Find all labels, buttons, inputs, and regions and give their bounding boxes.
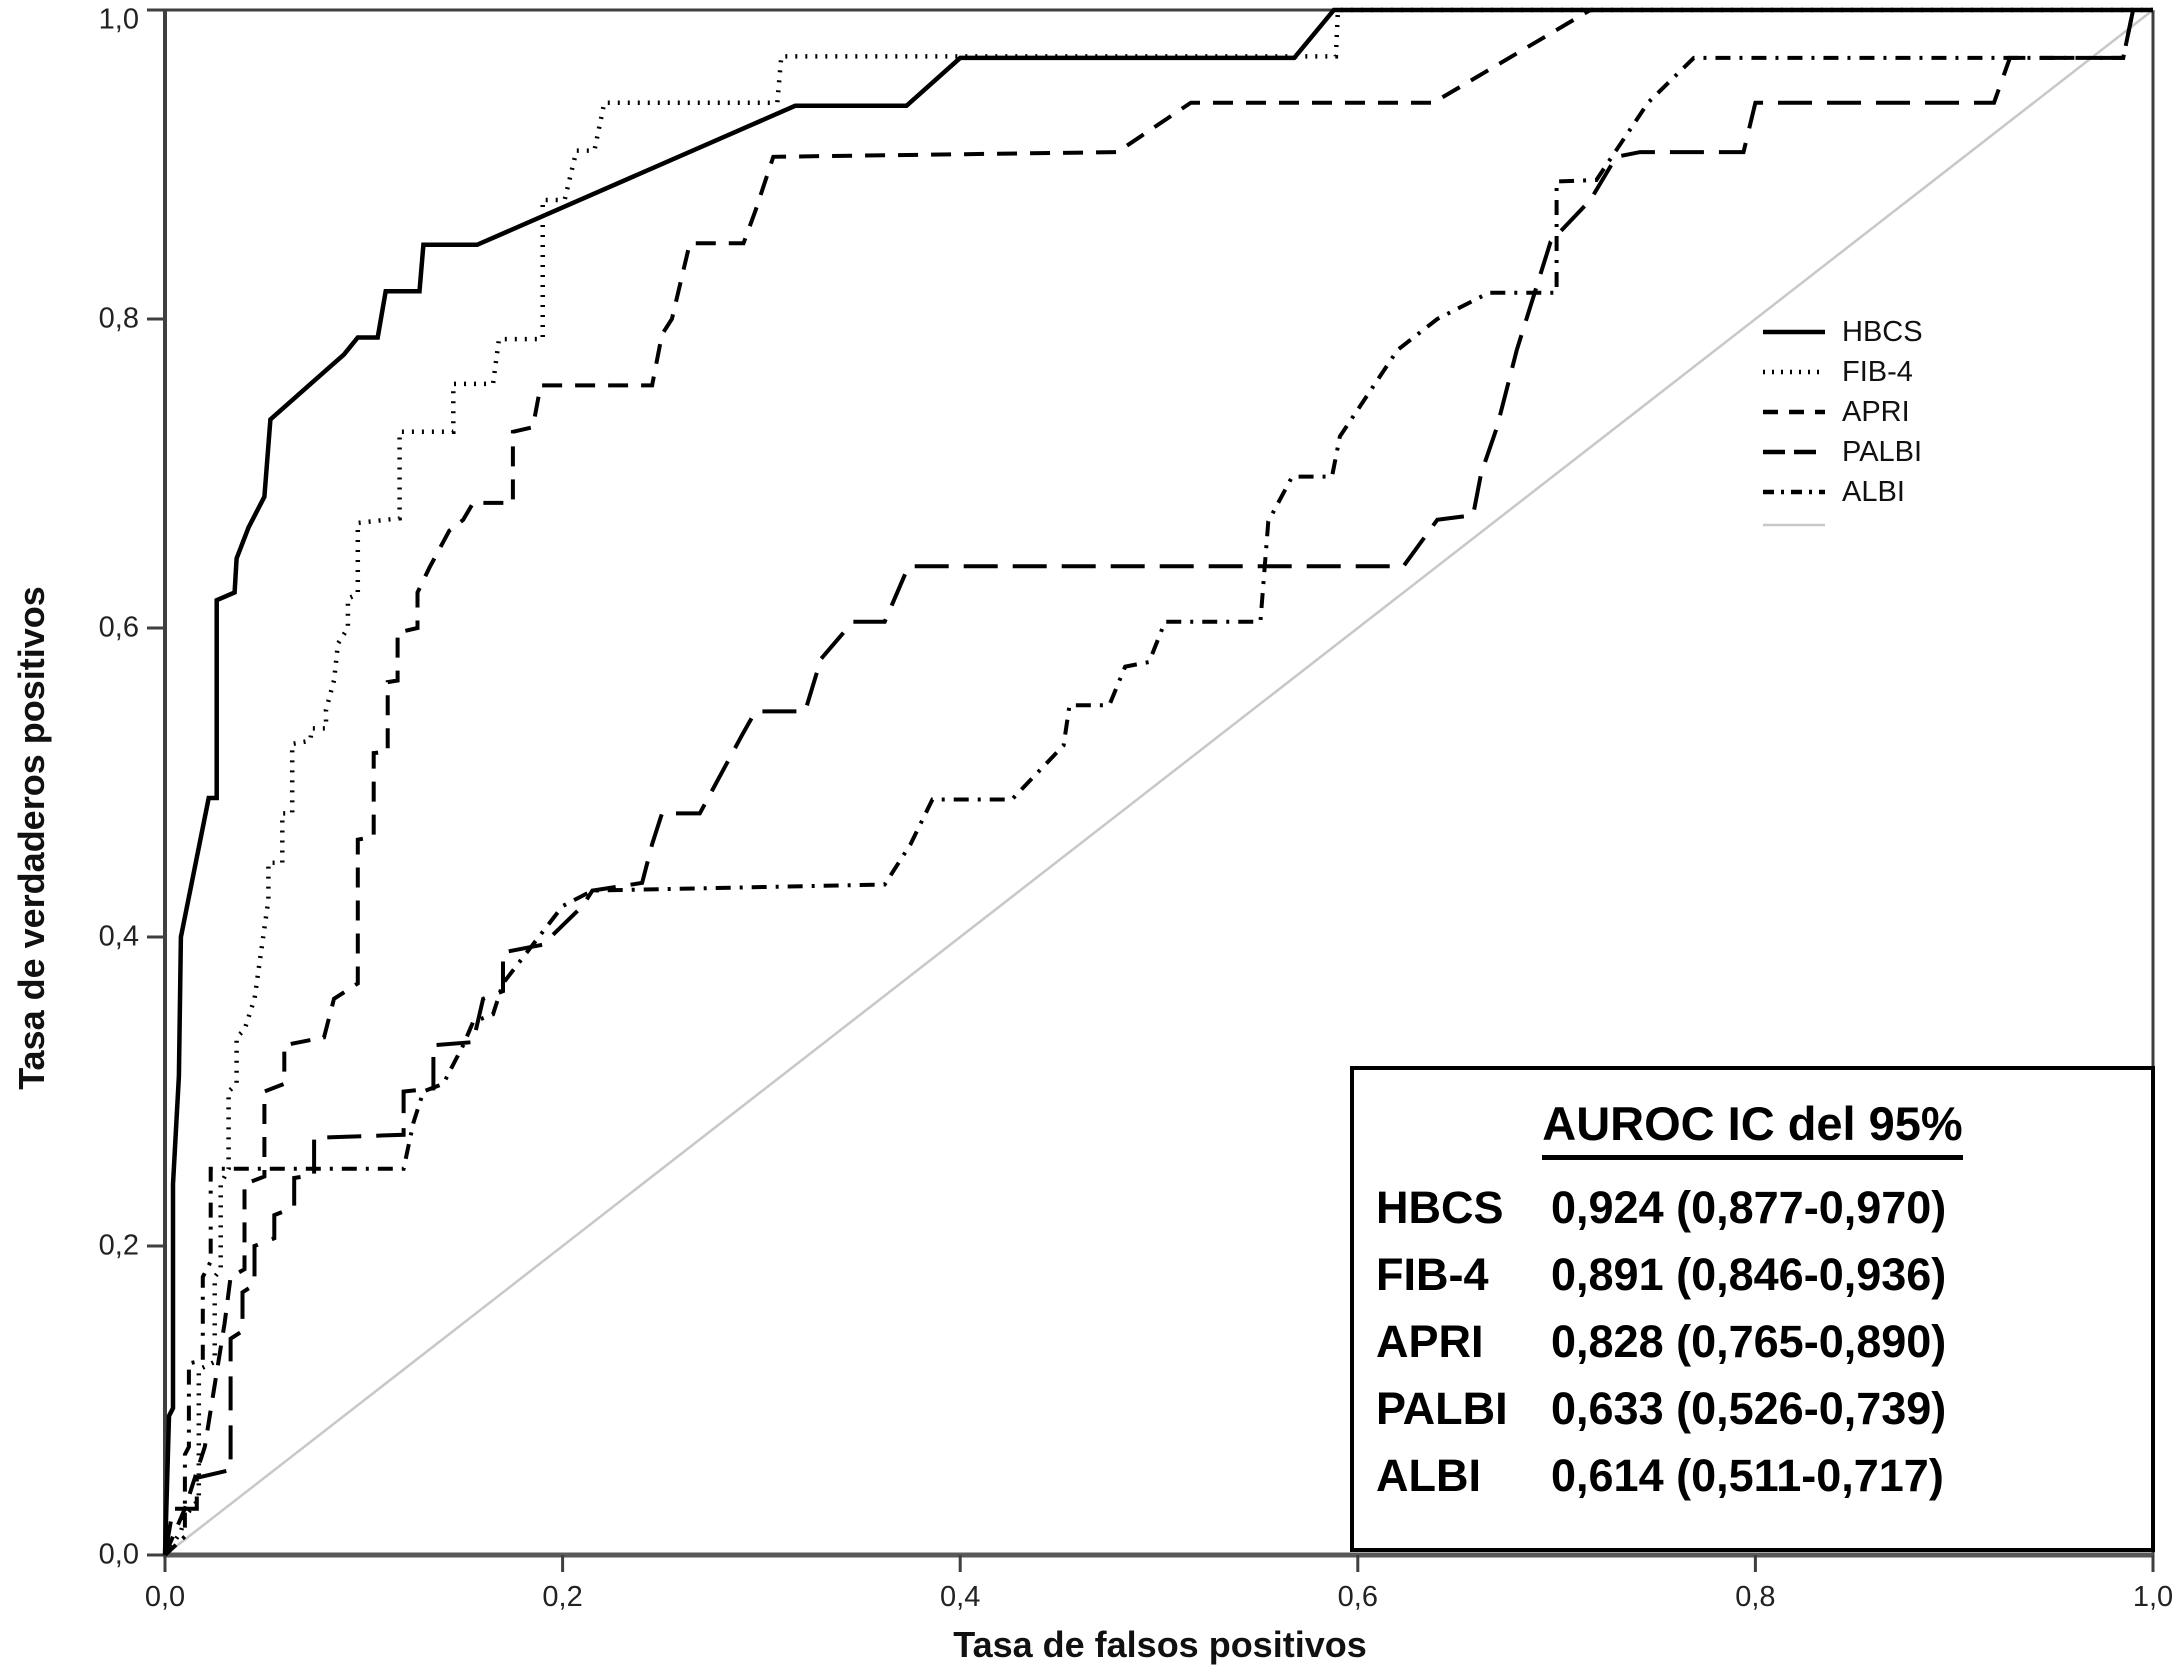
x-tick-label: 0,4	[940, 1581, 981, 1613]
x-tick-label: 0,6	[1337, 1581, 1378, 1613]
fib4-line-sample-icon	[1763, 369, 1825, 375]
auroc-row-label: ALBI	[1376, 1449, 1481, 1501]
y-tick-label: 0,0	[98, 1538, 139, 1571]
auroc-row-palbi: PALBI 0,633 (0,526-0,739)	[1354, 1375, 2151, 1442]
auroc-row-hbcs: HBCS 0,924 (0,877-0,970)	[1354, 1174, 2151, 1241]
reference-line-sample-icon	[1763, 523, 1825, 527]
auroc-row-value: 0,828 (0,765-0,890)	[1551, 1315, 1947, 1367]
y-tick-label: 0,4	[98, 920, 139, 953]
auroc-row-albi: ALBI 0,614 (0,511-0,717)	[1354, 1442, 2151, 1509]
auroc-row-value: 0,924 (0,877-0,970)	[1551, 1181, 1947, 1233]
y-tick-label: 1,0	[98, 3, 139, 36]
roc-curve-HBCS	[162, 7, 2153, 1556]
x-tick-label: 0,8	[1735, 1581, 1776, 1613]
apri-line-sample-icon	[1763, 409, 1825, 415]
auroc-ci-box: AUROC IC del 95% HBCS 0,924 (0,877-0,970…	[1350, 1066, 2155, 1552]
auroc-row-label: HBCS	[1376, 1181, 1504, 1233]
roc-curve-reference	[164, 9, 2154, 1556]
palbi-line-sample-icon	[1763, 449, 1825, 455]
legend-label: FIB-4	[1842, 355, 1913, 388]
auroc-row-label: FIB-4	[1376, 1248, 1489, 1300]
auroc-row-apri: APRI 0,828 (0,765-0,890)	[1354, 1308, 2151, 1375]
auroc-row-value: 0,891 (0,846-0,936)	[1551, 1248, 1947, 1300]
legend-label: PALBI	[1842, 435, 1923, 468]
y-axis-title: Tasa de verdaderos positivos	[11, 586, 52, 1090]
legend: HBCS FIB-4 APRI PALBI ALBI	[1763, 312, 1923, 538]
legend-label: APRI	[1842, 395, 1910, 428]
auroc-box-title: AUROC IC del 95%	[1542, 1096, 1963, 1160]
x-tick-label: 0,0	[144, 1581, 186, 1613]
roc-curve-APRI	[163, 8, 2153, 1556]
auroc-row-fib4: FIB-4 0,891 (0,846-0,936)	[1354, 1241, 2151, 1308]
hbcs-line-sample-icon	[1763, 329, 1825, 335]
legend-item-reference	[1763, 512, 1923, 538]
legend-item-palbi: PALBI	[1763, 432, 1923, 472]
legend-label: ALBI	[1842, 475, 1905, 508]
legend-item-albi: ALBI	[1763, 472, 1923, 512]
roc-curve-PALBI	[163, 8, 2153, 1556]
y-tick-label: 0,2	[98, 1229, 139, 1262]
auroc-row-value: 0,633 (0,526-0,739)	[1551, 1382, 1947, 1434]
x-tick-label: 1,0	[2132, 1581, 2174, 1613]
roc-curve-ALBI	[163, 8, 2153, 1557]
legend-item-fib4: FIB-4	[1763, 352, 1923, 392]
albi-line-sample-icon	[1763, 489, 1825, 495]
auroc-row-value: 0,614 (0,511-0,717)	[1551, 1449, 1944, 1501]
y-tick-label: 0,6	[98, 611, 139, 644]
legend-item-hbcs: HBCS	[1763, 312, 1923, 352]
x-tick-label: 0,2	[542, 1581, 583, 1613]
y-tick-label: 0,8	[98, 302, 139, 335]
auroc-row-label: APRI	[1376, 1315, 1484, 1367]
legend-label: HBCS	[1842, 315, 1923, 348]
legend-item-apri: APRI	[1763, 392, 1923, 432]
x-axis-title: Tasa de falsos positivos	[953, 1624, 1367, 1665]
auroc-row-label: PALBI	[1376, 1382, 1508, 1434]
